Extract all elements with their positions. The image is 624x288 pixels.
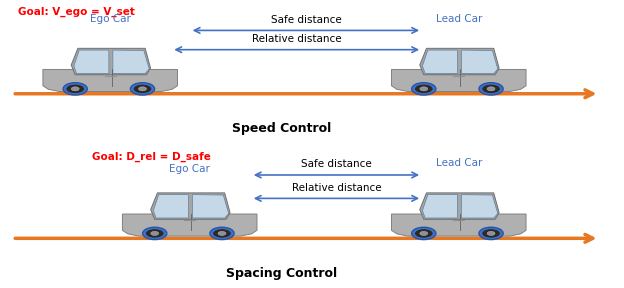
Ellipse shape (412, 83, 436, 95)
Text: Lead Car: Lead Car (436, 14, 482, 24)
Text: Goal: V_ego = V_set: Goal: V_ego = V_set (19, 7, 135, 17)
Ellipse shape (479, 83, 503, 95)
PathPatch shape (462, 195, 498, 218)
Ellipse shape (420, 87, 427, 91)
Ellipse shape (487, 231, 495, 235)
PathPatch shape (74, 50, 109, 73)
Text: Relative distance: Relative distance (252, 34, 341, 44)
Ellipse shape (479, 227, 503, 240)
Ellipse shape (414, 229, 433, 238)
Ellipse shape (213, 229, 232, 238)
Text: Safe distance: Safe distance (271, 15, 341, 25)
Ellipse shape (139, 87, 147, 91)
Ellipse shape (66, 84, 85, 94)
Ellipse shape (133, 84, 152, 94)
Ellipse shape (143, 227, 167, 240)
Ellipse shape (151, 231, 158, 235)
Text: Spacing Control: Spacing Control (226, 267, 337, 280)
PathPatch shape (122, 214, 257, 236)
PathPatch shape (422, 195, 457, 218)
Ellipse shape (210, 227, 234, 240)
Ellipse shape (487, 87, 495, 91)
Ellipse shape (412, 227, 436, 240)
Ellipse shape (414, 84, 433, 94)
PathPatch shape (150, 193, 230, 219)
PathPatch shape (462, 50, 498, 73)
PathPatch shape (154, 195, 188, 218)
Ellipse shape (145, 229, 164, 238)
PathPatch shape (192, 195, 229, 218)
PathPatch shape (391, 214, 526, 236)
Text: Ego Car: Ego Car (90, 14, 130, 24)
Ellipse shape (63, 83, 87, 95)
Ellipse shape (130, 83, 155, 95)
Ellipse shape (218, 231, 226, 235)
PathPatch shape (43, 69, 177, 92)
Ellipse shape (71, 87, 79, 91)
Text: Speed Control: Speed Control (232, 122, 331, 135)
Ellipse shape (482, 229, 500, 238)
PathPatch shape (113, 50, 149, 73)
Ellipse shape (420, 231, 427, 235)
Ellipse shape (482, 84, 500, 94)
PathPatch shape (391, 69, 526, 92)
Text: Safe distance: Safe distance (301, 160, 372, 169)
Text: Goal: D_rel = D_safe: Goal: D_rel = D_safe (92, 151, 211, 162)
Text: Ego Car: Ego Car (169, 164, 210, 174)
Text: Lead Car: Lead Car (436, 158, 482, 168)
PathPatch shape (420, 48, 499, 75)
Text: Relative distance: Relative distance (291, 183, 381, 193)
PathPatch shape (420, 193, 499, 219)
PathPatch shape (422, 50, 457, 73)
PathPatch shape (71, 48, 150, 75)
